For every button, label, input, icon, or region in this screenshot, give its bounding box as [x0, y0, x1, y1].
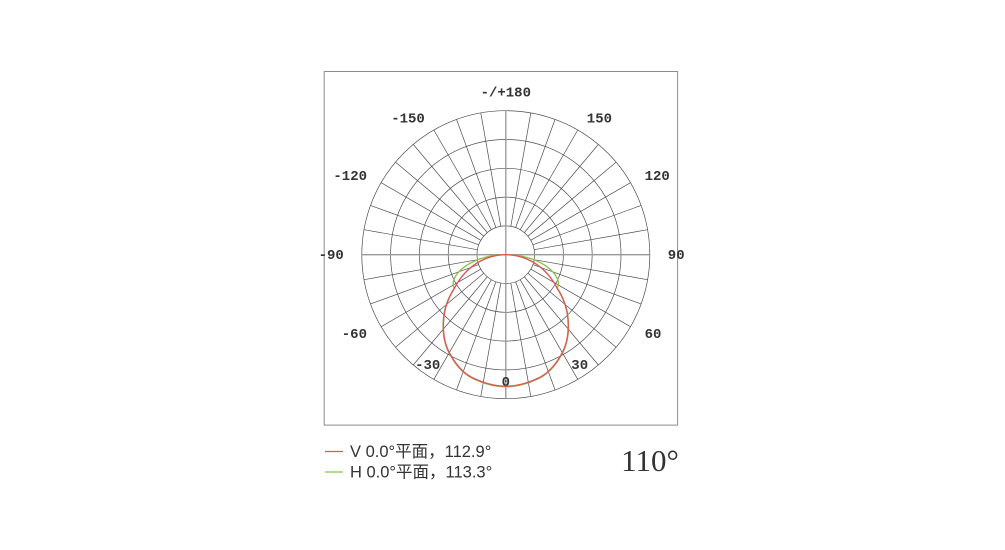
svg-text:V 0.0°平面，112.9°: V 0.0°平面，112.9°	[350, 443, 491, 461]
svg-text:-150: -150	[391, 111, 425, 127]
svg-text:-90: -90	[319, 248, 344, 264]
svg-text:-120: -120	[333, 169, 367, 185]
svg-text:-30: -30	[415, 358, 440, 374]
svg-text:90: 90	[668, 248, 685, 264]
svg-text:120: 120	[645, 169, 670, 185]
svg-text:H 0.0°平面，113.3°: H 0.0°平面，113.3°	[350, 464, 492, 482]
svg-text:-60: -60	[342, 327, 367, 343]
svg-text:60: 60	[645, 327, 662, 343]
svg-text:150: 150	[587, 111, 612, 127]
svg-text:0: 0	[502, 375, 510, 391]
svg-text:30: 30	[571, 358, 588, 374]
svg-text:110°: 110°	[621, 443, 679, 478]
svg-text:-/+180: -/+180	[481, 86, 531, 102]
